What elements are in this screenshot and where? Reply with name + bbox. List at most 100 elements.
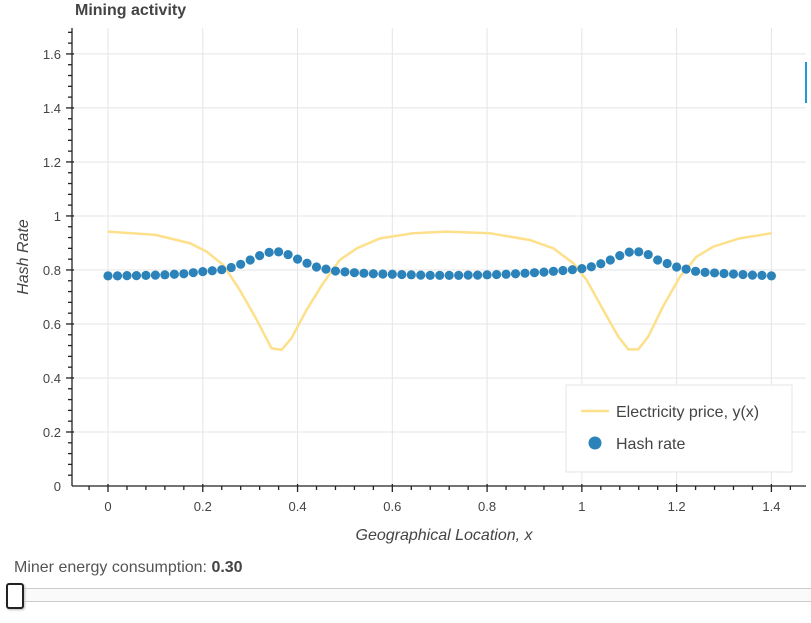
hash-rate-point bbox=[548, 266, 559, 276]
hash-rate-point bbox=[653, 255, 663, 265]
hash-rate-point bbox=[435, 270, 445, 280]
x-tick-label: 0.4 bbox=[289, 499, 307, 514]
hash-rate-point bbox=[368, 269, 378, 279]
y-tick-label: 1 bbox=[54, 209, 61, 224]
x-axis-label: Geographical Location, x bbox=[356, 527, 534, 544]
hash-rate-point bbox=[615, 251, 625, 261]
hash-rate-point bbox=[160, 270, 170, 280]
hash-rate-point bbox=[672, 262, 682, 272]
hash-rate-point bbox=[719, 268, 729, 279]
hash-rate-point bbox=[586, 262, 596, 272]
legend-label-hash-rate: Hash rate bbox=[616, 436, 685, 453]
hash-rate-point bbox=[567, 265, 577, 275]
y-tick-label: 1.4 bbox=[43, 101, 61, 116]
hash-rate-point bbox=[473, 270, 483, 280]
x-tick-label: 0.8 bbox=[478, 499, 496, 514]
hash-rate-point bbox=[510, 269, 521, 279]
hash-rate-point bbox=[558, 265, 568, 276]
x-tick-label: 1.2 bbox=[668, 499, 686, 514]
hash-rate-point bbox=[482, 270, 492, 280]
hash-rate-point bbox=[122, 271, 132, 281]
hash-rate-point bbox=[539, 267, 549, 277]
hash-rate-point bbox=[188, 268, 198, 278]
hash-rate-point bbox=[302, 258, 312, 268]
hash-rate-point bbox=[264, 247, 274, 258]
hash-rate-point bbox=[340, 267, 350, 277]
slider-value: 0.30 bbox=[211, 559, 243, 576]
hash-rate-point bbox=[766, 271, 777, 281]
y-tick-label: 0.4 bbox=[43, 371, 61, 386]
hash-rate-point bbox=[141, 270, 151, 280]
hash-rate-point bbox=[738, 269, 748, 280]
hash-rate-point bbox=[463, 270, 473, 280]
energy-slider-handle[interactable] bbox=[6, 583, 24, 609]
hash-rate-point bbox=[330, 266, 341, 276]
chart: 0 0.2 0.4 0.6 0.8 1 1.2 1.4 0 0.2 0.4 0.6 0.8 1 1.2 1.4… bbox=[15, 28, 806, 544]
hash-rate-point bbox=[624, 247, 634, 257]
hash-rate-point bbox=[207, 266, 217, 276]
hash-rate-point bbox=[605, 255, 615, 265]
hash-rate-point bbox=[321, 264, 331, 274]
x-tick-label: 1.4 bbox=[762, 499, 780, 514]
hash-rate-point bbox=[520, 268, 530, 278]
legend-box bbox=[565, 384, 793, 473]
hash-rate-point bbox=[245, 255, 255, 265]
hash-rate-point bbox=[292, 254, 303, 264]
slider-label-text: Miner energy consumption: bbox=[14, 559, 212, 576]
hash-rate-point bbox=[169, 269, 179, 279]
hash-rate-point bbox=[444, 270, 454, 280]
hash-rate-point bbox=[236, 259, 246, 269]
hash-rate-point bbox=[378, 269, 388, 279]
hash-rate-point bbox=[359, 268, 369, 278]
hash-rate-point bbox=[634, 247, 644, 257]
hash-rate-point bbox=[131, 271, 142, 281]
hash-rate-point bbox=[577, 264, 587, 274]
hash-rate-point bbox=[311, 262, 322, 272]
legend-dot-swatch bbox=[588, 436, 602, 450]
hash-rate-point bbox=[179, 269, 189, 279]
y-tick-label: 0 bbox=[54, 479, 61, 494]
electricity-price-line bbox=[107, 230, 772, 352]
x-tick-label: 0 bbox=[104, 499, 111, 514]
hash-rate-point bbox=[757, 270, 767, 280]
hash-rate-point bbox=[690, 266, 701, 276]
hash-rate-point bbox=[728, 269, 739, 279]
toolbar-indicator bbox=[805, 62, 807, 103]
hash-rate-point bbox=[501, 269, 511, 279]
hash-rate-point bbox=[283, 249, 293, 260]
hash-rate-point bbox=[217, 265, 227, 275]
x-tick-label: 1 bbox=[578, 499, 585, 514]
hash-rate-point bbox=[747, 270, 758, 280]
energy-slider-track[interactable] bbox=[8, 588, 811, 602]
hash-rate-point bbox=[454, 270, 464, 280]
hash-rate-point bbox=[491, 269, 502, 280]
hash-rate-point bbox=[274, 247, 284, 257]
y-tick-label: 0.8 bbox=[43, 263, 61, 278]
x-tick-label: 0.6 bbox=[383, 499, 401, 514]
hash-rate-point bbox=[529, 268, 540, 278]
slider-label: Miner energy consumption: 0.30 bbox=[14, 559, 243, 577]
hash-rate-point bbox=[150, 270, 160, 280]
x-tick-label: 0.2 bbox=[194, 499, 212, 514]
hash-rate-point bbox=[198, 266, 208, 277]
hash-rate-point bbox=[425, 270, 435, 280]
hash-rate-point bbox=[387, 269, 397, 279]
y-tick-label: 1.2 bbox=[43, 155, 61, 170]
hash-rate-point bbox=[406, 270, 416, 280]
hash-rate-point bbox=[596, 259, 606, 269]
y-tick-label: 0.2 bbox=[43, 425, 61, 440]
hash-rate-point bbox=[397, 269, 407, 280]
hash-rate-point bbox=[700, 267, 710, 277]
hash-rate-point bbox=[662, 258, 672, 269]
hash-rate-point bbox=[643, 249, 653, 260]
hash-rate-point bbox=[349, 268, 360, 278]
hash-rate-point bbox=[416, 270, 426, 280]
hash-rate-point bbox=[112, 271, 123, 281]
hash-rate-point bbox=[681, 264, 691, 274]
hash-rate-point bbox=[709, 268, 720, 278]
hash-rate-point bbox=[255, 251, 265, 261]
hash-rate-point bbox=[226, 262, 236, 273]
hash-rate-point bbox=[103, 271, 113, 281]
legend-label-electricity: Electricity price, y(x) bbox=[616, 404, 759, 421]
y-tick-label: 1.6 bbox=[43, 47, 61, 62]
